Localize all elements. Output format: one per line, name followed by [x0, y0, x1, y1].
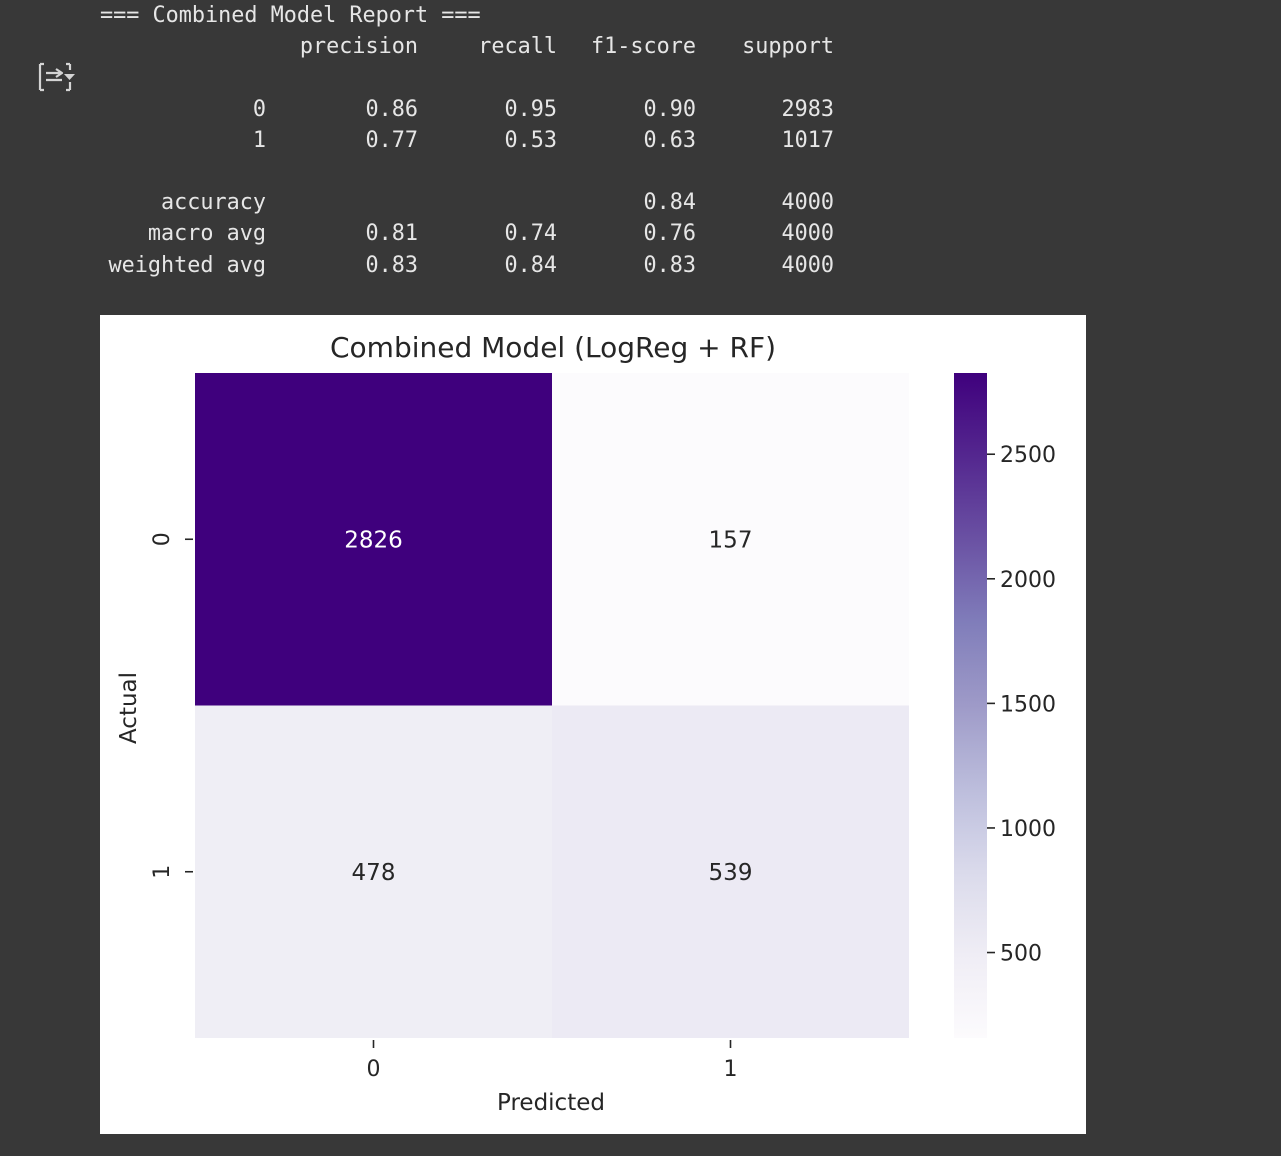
precision-value: 0.86	[365, 96, 419, 122]
cell-value-label: 157	[709, 527, 753, 553]
f1-value: 0.84	[643, 190, 697, 216]
f1-value: 0.63	[643, 127, 697, 153]
chart-title: Combined Model (LogReg + RF)	[330, 331, 776, 364]
recall-value: 0.84	[504, 252, 558, 278]
output-settings-icon[interactable]	[36, 60, 76, 94]
colorbar-tick-label: 2500	[1000, 443, 1056, 468]
report-header-row: precision recall f1-score support	[100, 31, 834, 62]
cell-value-label: 539	[709, 860, 753, 886]
row-label: 1	[252, 127, 266, 153]
header-support: support	[742, 34, 834, 60]
header-precision: precision	[299, 34, 418, 60]
support-value: 2983	[781, 96, 835, 122]
support-value: 4000	[781, 221, 835, 247]
colorbar-tick-label: 1500	[1000, 692, 1056, 717]
row-label: accuracy	[161, 190, 266, 216]
heatmap-cell	[552, 373, 909, 706]
report-row-weighted-avg: weighted avg 0.83 0.84 0.83 4000	[100, 250, 834, 281]
support-value: 1017	[781, 127, 835, 153]
row-label: macro avg	[147, 221, 266, 247]
confusion-matrix-heatmap: Combined Model (LogReg + RF) 2826 157 478 5…	[116, 331, 1056, 1116]
recall-value: 0.53	[504, 127, 558, 153]
y-axis-label: Actual	[116, 672, 142, 744]
recall-value: 0.95	[504, 96, 558, 122]
report-row-class-0: 0 0.86 0.95 0.90 2983	[100, 94, 834, 125]
header-recall: recall	[478, 34, 557, 60]
colorbar-tick-label: 1000	[1000, 817, 1056, 842]
colorbar-tick-label: 500	[1000, 942, 1042, 967]
heatmap-cell	[552, 705, 909, 1038]
x-tick-label: 1	[724, 1057, 738, 1082]
precision-value: 0.77	[365, 127, 419, 153]
f1-value: 0.76	[643, 221, 697, 247]
header-f1-score: f1-score	[591, 34, 696, 60]
y-tick-label: 0	[150, 532, 175, 546]
cell-value-label: 2826	[344, 527, 403, 553]
report-row-macro-avg: macro avg 0.81 0.74 0.76 4000	[100, 218, 834, 249]
y-tick-label: 1	[150, 865, 175, 879]
cell-value-label: 478	[352, 860, 396, 886]
colorbar	[954, 373, 987, 1038]
heatmap-cell	[195, 705, 552, 1038]
report-row-accuracy: accuracy 0.84 4000	[100, 187, 834, 218]
f1-value: 0.83	[643, 252, 697, 278]
recall-value: 0.74	[504, 221, 558, 247]
precision-value: 0.81	[365, 221, 419, 247]
row-label: weighted avg	[108, 252, 266, 278]
precision-value: 0.83	[365, 252, 419, 278]
confusion-matrix-figure: Combined Model (LogReg + RF) 2826 157 478 5…	[100, 315, 1086, 1134]
support-value: 4000	[781, 252, 835, 278]
report-row-class-1: 1 0.77 0.53 0.63 1017	[100, 125, 834, 156]
f1-value: 0.90	[643, 96, 697, 122]
row-label: 0	[252, 96, 266, 122]
classification-report: === Combined Model Report === precision r…	[100, 0, 834, 281]
heatmap-cell	[195, 373, 552, 706]
support-value: 4000	[781, 190, 835, 216]
x-tick-label: 0	[367, 1057, 381, 1082]
report-title: === Combined Model Report ===	[100, 3, 481, 28]
colorbar-tick-label: 2000	[1000, 568, 1056, 593]
x-axis-label: Predicted	[497, 1090, 605, 1116]
